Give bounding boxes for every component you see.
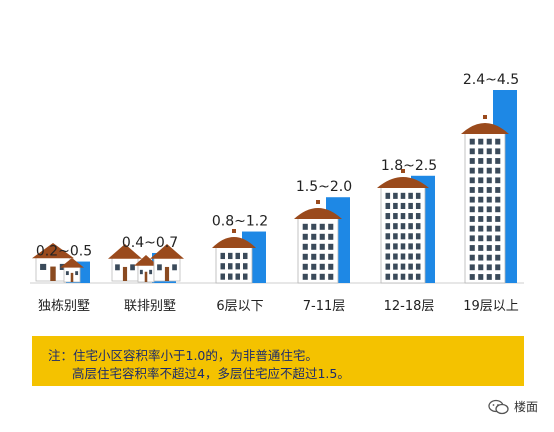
building-icon	[212, 229, 256, 284]
category-label-6: 19层以上	[463, 299, 519, 314]
category-label-1: 独栋别墅	[38, 298, 90, 314]
range-label-3: 0.8~1.2	[212, 214, 268, 230]
category-label-2: 联排别墅	[124, 299, 176, 314]
house-icon	[32, 243, 84, 283]
note-line-1: 注：住宅小区容积率小于1.0的，为非普通住宅。	[48, 348, 318, 363]
range-label-4: 1.5~2.0	[296, 179, 352, 195]
range-label-1: 0.2~0.5	[36, 244, 92, 260]
range-label-2: 0.4~0.7	[122, 235, 178, 251]
wechat-icon	[488, 399, 509, 414]
range-label-6: 2.4~4.5	[463, 72, 519, 88]
building-icon	[294, 200, 342, 284]
note-box: 注：住宅小区容积率小于1.0的，为非普通住宅。 高层住宅容积率不超过4，多层住宅…	[32, 336, 524, 386]
range-label-5: 1.8~2.5	[381, 158, 437, 174]
townhouse-icon	[108, 244, 184, 283]
watermark-text: 楼面	[513, 400, 538, 414]
building-icon	[377, 169, 429, 284]
category-label-5: 12-18层	[384, 299, 435, 314]
watermark: 楼面	[488, 398, 538, 415]
note-line-2: 高层住宅容积率不超过4，多层住宅应不超过1.5。	[72, 366, 350, 381]
category-label-4: 7-11层	[303, 299, 346, 314]
building-icon	[461, 115, 509, 284]
category-label-3: 6层以下	[216, 299, 263, 314]
